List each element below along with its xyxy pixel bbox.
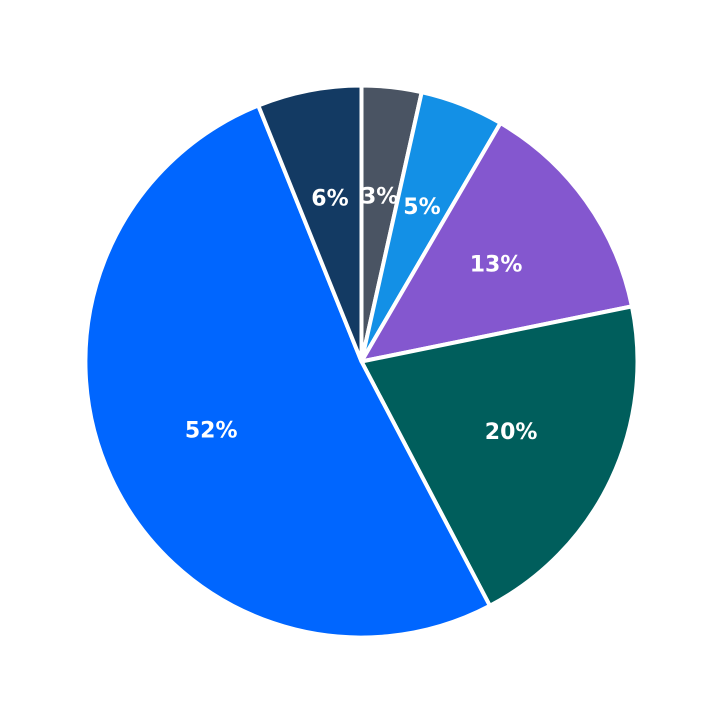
slice-label-0: 3%	[361, 184, 398, 209]
slice-label-1: 5%	[403, 195, 440, 220]
pie-slice-2	[359, 121, 634, 364]
slice-label-2: 13%	[470, 253, 523, 278]
slice-label-4: 52%	[185, 419, 238, 444]
labels-layer: 3% 5% 13% 20% 52% 6%	[185, 184, 538, 445]
pie-slice-4	[83, 103, 492, 640]
slice-label-5: 6%	[311, 186, 348, 211]
pie-slice-3	[359, 304, 640, 608]
pie-slice-5	[256, 83, 364, 364]
slices-layer	[83, 83, 640, 640]
slice-label-3: 20%	[485, 420, 538, 445]
